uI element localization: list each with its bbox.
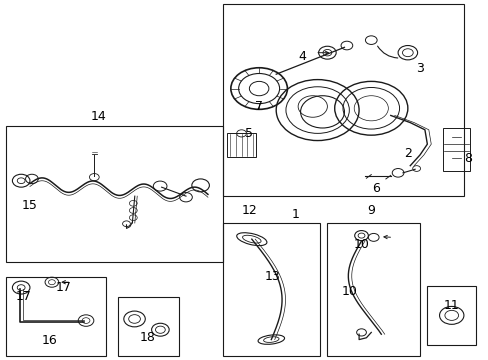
Bar [5,126,222,262]
Bar [118,297,178,356]
Text: 5: 5 [245,127,253,140]
Text: 17: 17 [56,281,72,294]
Text: 12: 12 [241,204,257,217]
Bar [222,223,320,356]
Text: 17: 17 [15,290,31,303]
Text: 1: 1 [291,208,299,221]
Bar [327,223,419,356]
Text: 10: 10 [341,285,357,298]
Text: 4: 4 [298,50,305,63]
Bar [427,286,475,345]
Bar [222,4,463,196]
Text: 7: 7 [255,100,263,113]
Text: 6: 6 [371,183,379,195]
Text: 3: 3 [415,62,423,75]
Bar [227,134,255,157]
Text: 8: 8 [463,152,471,165]
Text: 2: 2 [403,147,411,159]
Text: 11: 11 [443,299,458,312]
Text: 13: 13 [264,270,280,283]
Bar [5,277,105,356]
Text: 14: 14 [90,110,106,123]
Bar [443,128,469,171]
Text: 15: 15 [22,199,38,212]
Text: 9: 9 [366,204,374,217]
Text: 10: 10 [353,238,369,251]
Text: 18: 18 [140,330,156,343]
Text: 16: 16 [41,334,57,347]
